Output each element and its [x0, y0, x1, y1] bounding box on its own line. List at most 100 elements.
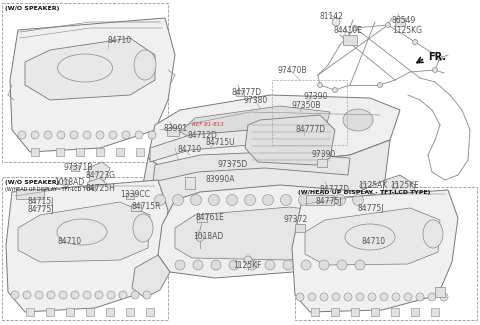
Polygon shape	[85, 178, 108, 196]
Text: 97390: 97390	[312, 150, 336, 159]
Circle shape	[280, 194, 291, 205]
Bar	[306, 195, 334, 205]
Polygon shape	[175, 207, 350, 260]
Text: 97390: 97390	[304, 92, 328, 101]
Text: 1125KE: 1125KE	[390, 181, 419, 190]
Text: FR.: FR.	[428, 52, 446, 62]
Circle shape	[265, 260, 275, 270]
Circle shape	[317, 83, 323, 87]
Text: 97375D: 97375D	[218, 160, 248, 169]
Text: 97470B: 97470B	[278, 66, 308, 75]
Text: 81142: 81142	[320, 12, 344, 21]
Bar	[26, 308, 34, 316]
Bar	[46, 308, 54, 316]
Bar	[197, 214, 207, 222]
Circle shape	[296, 293, 304, 301]
Circle shape	[337, 260, 347, 270]
Bar	[185, 177, 195, 189]
Text: 84710: 84710	[178, 145, 202, 154]
Polygon shape	[382, 240, 418, 285]
Bar	[71, 165, 79, 171]
Circle shape	[95, 291, 103, 299]
Bar	[136, 148, 144, 156]
Bar	[86, 308, 94, 316]
Bar	[371, 308, 379, 316]
Text: 84712D: 84712D	[188, 131, 218, 140]
Circle shape	[229, 260, 239, 270]
Circle shape	[377, 83, 383, 87]
Polygon shape	[305, 208, 440, 265]
Text: 84715J: 84715J	[28, 197, 54, 206]
Polygon shape	[380, 175, 415, 218]
Circle shape	[437, 56, 443, 60]
Text: 84710: 84710	[362, 237, 386, 246]
Bar	[411, 308, 419, 316]
Circle shape	[352, 25, 358, 31]
Circle shape	[143, 291, 151, 299]
Text: 1018AD: 1018AD	[54, 178, 84, 187]
Text: 84710: 84710	[108, 36, 132, 45]
Text: (W/O SPEAKER): (W/O SPEAKER)	[5, 6, 60, 11]
Circle shape	[107, 291, 115, 299]
Ellipse shape	[58, 54, 112, 82]
Bar	[66, 308, 74, 316]
Circle shape	[172, 194, 183, 205]
Circle shape	[333, 87, 337, 93]
Circle shape	[211, 260, 221, 270]
Circle shape	[119, 291, 127, 299]
Bar	[106, 308, 114, 316]
Text: 84777D: 84777D	[232, 88, 262, 97]
Ellipse shape	[343, 109, 373, 131]
Bar	[16, 189, 44, 199]
Circle shape	[196, 235, 204, 241]
Text: 84410E: 84410E	[333, 26, 362, 35]
Polygon shape	[18, 202, 150, 262]
Bar	[331, 308, 339, 316]
Polygon shape	[150, 130, 310, 162]
Polygon shape	[140, 140, 390, 218]
Polygon shape	[6, 180, 168, 312]
Polygon shape	[158, 185, 395, 278]
Polygon shape	[180, 106, 330, 140]
Circle shape	[71, 291, 79, 299]
Text: 84777D: 84777D	[296, 125, 326, 134]
Circle shape	[316, 194, 327, 205]
Circle shape	[244, 194, 255, 205]
Circle shape	[392, 183, 398, 189]
Circle shape	[320, 293, 328, 301]
Circle shape	[57, 131, 65, 139]
Text: (W/HEAD UP DISPLAY - TFT-LCD TYPE): (W/HEAD UP DISPLAY - TFT-LCD TYPE)	[298, 190, 431, 195]
Bar	[435, 287, 445, 297]
Polygon shape	[245, 115, 335, 165]
Text: 97350B: 97350B	[292, 101, 322, 110]
Bar	[2, 3, 168, 162]
Text: 1339CC: 1339CC	[120, 190, 150, 199]
Bar	[31, 148, 39, 156]
Bar	[131, 203, 141, 211]
Circle shape	[332, 18, 340, 26]
Circle shape	[83, 291, 91, 299]
Circle shape	[175, 260, 185, 270]
Text: 1125AK: 1125AK	[358, 181, 387, 190]
Circle shape	[385, 22, 391, 28]
Circle shape	[135, 131, 143, 139]
Circle shape	[227, 194, 238, 205]
Text: 86549: 86549	[392, 16, 416, 25]
Bar	[317, 159, 327, 167]
Text: 83991: 83991	[163, 124, 187, 133]
Bar	[236, 90, 244, 96]
Bar	[2, 177, 168, 320]
Circle shape	[44, 131, 52, 139]
Circle shape	[244, 256, 252, 264]
Polygon shape	[10, 18, 175, 152]
Circle shape	[263, 194, 274, 205]
Circle shape	[247, 260, 257, 270]
Text: 84725H: 84725H	[86, 184, 116, 193]
Bar	[272, 80, 347, 145]
Circle shape	[412, 40, 418, 45]
Circle shape	[308, 293, 316, 301]
Text: 84775J: 84775J	[28, 205, 55, 214]
Bar	[126, 193, 134, 199]
Circle shape	[301, 260, 311, 270]
Circle shape	[283, 260, 293, 270]
